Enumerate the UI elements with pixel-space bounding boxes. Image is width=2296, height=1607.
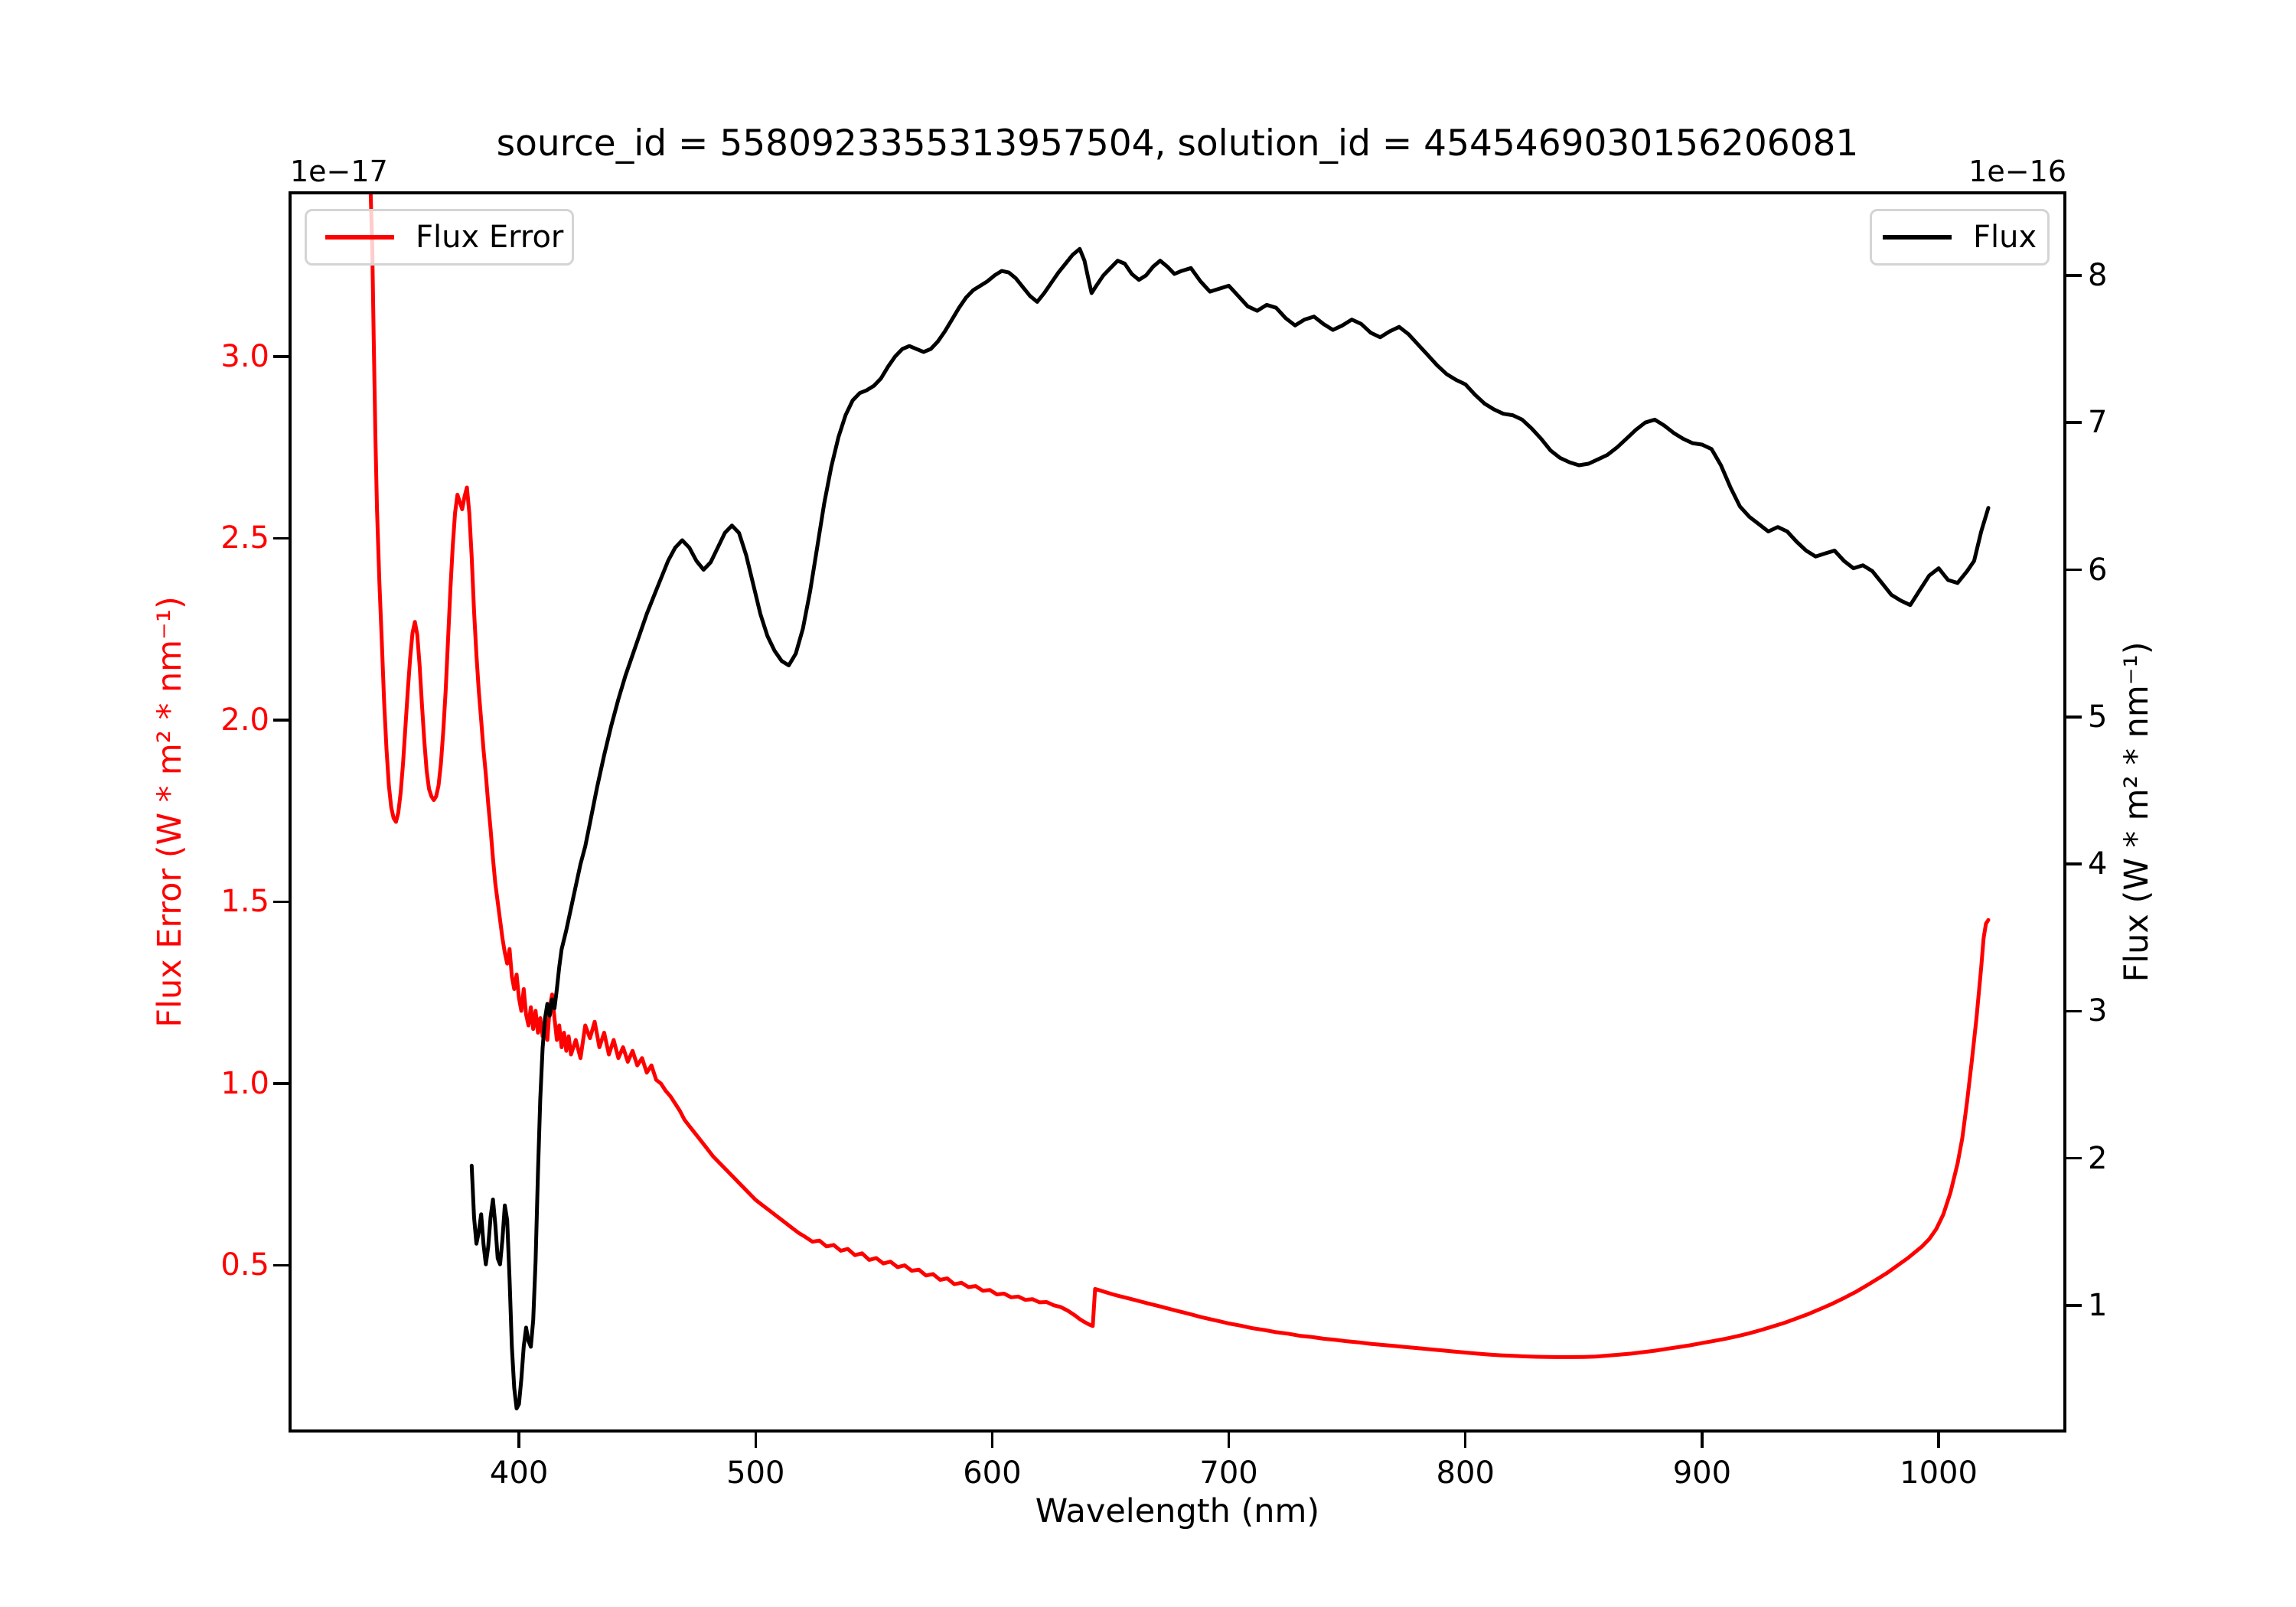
legend-flux: Flux xyxy=(1870,209,2050,266)
y-left-tick-mark xyxy=(273,1082,289,1085)
plot-title: source_id = 5580923355313957504, solutio… xyxy=(496,122,1859,165)
y-left-tick-label: 2.0 xyxy=(220,702,269,738)
y-left-tick-mark xyxy=(273,1263,289,1267)
y-right-tick-mark xyxy=(2066,568,2082,572)
x-tick-mark xyxy=(517,1433,520,1448)
x-tick-label: 500 xyxy=(726,1455,785,1491)
plot-border xyxy=(289,191,2066,1433)
left-axis-offset-text: 1e−17 xyxy=(290,155,388,188)
y-right-tick-mark xyxy=(2066,1009,2082,1013)
x-tick-mark xyxy=(1227,1433,1231,1448)
x-tick-mark xyxy=(754,1433,758,1448)
y-right-tick-label: 7 xyxy=(2088,405,2108,441)
y-right-tick-label: 6 xyxy=(2088,552,2108,588)
x-tick-mark xyxy=(1463,1433,1467,1448)
y-right-tick-mark xyxy=(2066,862,2082,865)
curves-svg xyxy=(289,191,2066,1433)
x-tick-label: 700 xyxy=(1199,1455,1258,1491)
plot-area: Flux Error Flux xyxy=(289,191,2066,1433)
y-left-tick-mark xyxy=(273,355,289,358)
left-y-axis-label: Flux Error (W * m² * nm⁻¹) xyxy=(151,596,189,1028)
y-left-tick-label: 1.5 xyxy=(220,884,269,920)
x-tick-mark xyxy=(1937,1433,1940,1448)
y-left-tick-label: 3.0 xyxy=(220,338,269,374)
x-tick-label: 600 xyxy=(963,1455,1022,1491)
flux-legend-label: Flux xyxy=(1973,220,2037,255)
flux-error-legend-swatch xyxy=(325,235,394,240)
y-right-tick-label: 4 xyxy=(2088,846,2108,882)
y-left-tick-mark xyxy=(273,536,289,540)
flux-legend-swatch xyxy=(1883,235,1952,240)
y-right-tick-mark xyxy=(2066,274,2082,277)
flux-error-legend-label: Flux Error xyxy=(416,220,564,255)
right-y-axis-label: Flux (W * m² * nm⁻¹) xyxy=(2118,641,2156,983)
y-left-tick-mark xyxy=(273,719,289,722)
x-tick-label: 1000 xyxy=(1900,1455,1978,1491)
y-left-tick-label: 2.5 xyxy=(220,520,269,556)
y-left-tick-mark xyxy=(273,900,289,904)
y-right-tick-label: 5 xyxy=(2088,699,2108,735)
flux-line xyxy=(469,246,1991,1411)
y-right-tick-mark xyxy=(2066,1304,2082,1307)
y-right-tick-mark xyxy=(2066,715,2082,719)
flux-error-line xyxy=(368,191,1991,1359)
x-tick-label: 900 xyxy=(1672,1455,1732,1491)
legend-flux-error: Flux Error xyxy=(305,209,574,266)
x-tick-label: 800 xyxy=(1436,1455,1495,1491)
x-tick-mark xyxy=(1701,1433,1704,1448)
y-right-tick-mark xyxy=(2066,421,2082,424)
right-axis-offset-text: 1e−16 xyxy=(1968,155,2066,188)
y-left-tick-label: 0.5 xyxy=(220,1247,269,1283)
y-right-tick-label: 8 xyxy=(2088,257,2108,293)
x-tick-label: 400 xyxy=(489,1455,549,1491)
y-left-tick-label: 1.0 xyxy=(220,1065,269,1101)
y-right-tick-mark xyxy=(2066,1156,2082,1160)
y-right-tick-label: 2 xyxy=(2088,1140,2108,1176)
x-tick-mark xyxy=(990,1433,994,1448)
y-right-tick-label: 1 xyxy=(2088,1288,2108,1323)
y-right-tick-label: 3 xyxy=(2088,993,2108,1029)
x-axis-label: Wavelength (nm) xyxy=(1035,1492,1320,1530)
